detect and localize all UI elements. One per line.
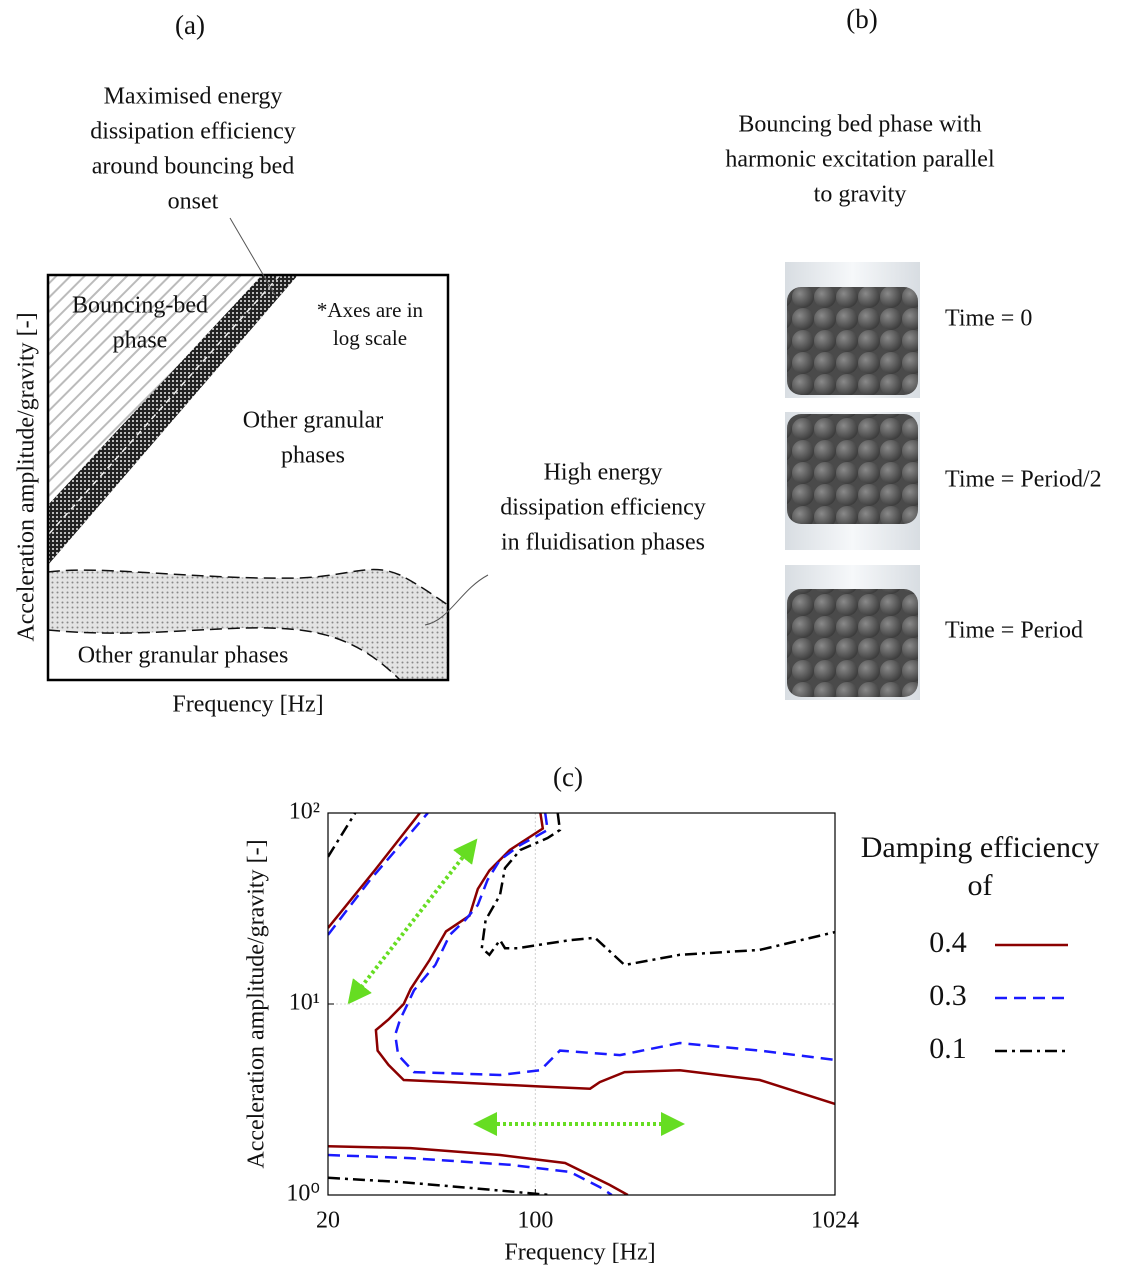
annotation: log scale [333, 326, 407, 350]
annotation: in fluidisation phases [501, 530, 705, 556]
y-axis-label: Acceleration amplitude/gravity [-] [244, 839, 270, 1168]
x-tick-label: 1024 [811, 1208, 859, 1234]
y-tick-label: 10¹ [289, 990, 320, 1016]
chart-title: (c) [553, 762, 583, 792]
particles [787, 287, 918, 395]
panel-a [48, 218, 488, 680]
annotation: dissipation efficiency [90, 119, 296, 145]
region-label: phase [113, 328, 168, 354]
particles [787, 589, 918, 697]
y-tick-label: 10⁰ [286, 1181, 320, 1207]
legend-label: 0.4 [929, 926, 967, 959]
annotation: around bouncing bed [92, 154, 295, 180]
legend-label: 0.3 [929, 979, 967, 1012]
region-label: Bouncing-bed [72, 293, 208, 319]
region-label: phases [281, 443, 345, 469]
x-axis-label: Frequency [Hz] [172, 692, 323, 718]
annotation: High energy [544, 460, 663, 486]
panel-title: Bouncing bed phase with [738, 112, 981, 138]
figure: (a) Maximised energy dissipation efficienc… [0, 0, 1144, 1273]
legend-title: of [968, 869, 993, 902]
x-tick-label: 20 [316, 1208, 340, 1234]
snapshot-label: Time = Period/2 [945, 467, 1102, 493]
trend-arrow [355, 848, 470, 995]
annotation: Maximised energy [104, 84, 283, 110]
region-label: Other granular phases [78, 643, 289, 669]
particles [787, 414, 918, 524]
y-axis-label: Acceleration amplitude/gravity [-] [14, 312, 40, 641]
snapshot-label: Time = Period [945, 618, 1083, 644]
panel-title: to gravity [814, 182, 907, 208]
snapshot-label: Time = 0 [945, 306, 1032, 332]
legend-title: Damping efficiency [861, 831, 1100, 864]
annotation: *Axes are in [317, 298, 424, 322]
panel-label: (a) [175, 10, 205, 40]
annotation: onset [168, 189, 219, 215]
panel-b [785, 262, 920, 700]
y-tick-label: 10² [289, 799, 320, 825]
x-axis-label: Frequency [Hz] [504, 1240, 655, 1266]
annotation: dissipation efficiency [500, 495, 706, 521]
panel-label: (b) [846, 4, 877, 34]
legend-label: 0.1 [929, 1032, 967, 1065]
region-label: Other granular [243, 408, 384, 434]
x-tick-label: 100 [517, 1208, 553, 1234]
panel-title: harmonic excitation parallel [725, 147, 995, 173]
